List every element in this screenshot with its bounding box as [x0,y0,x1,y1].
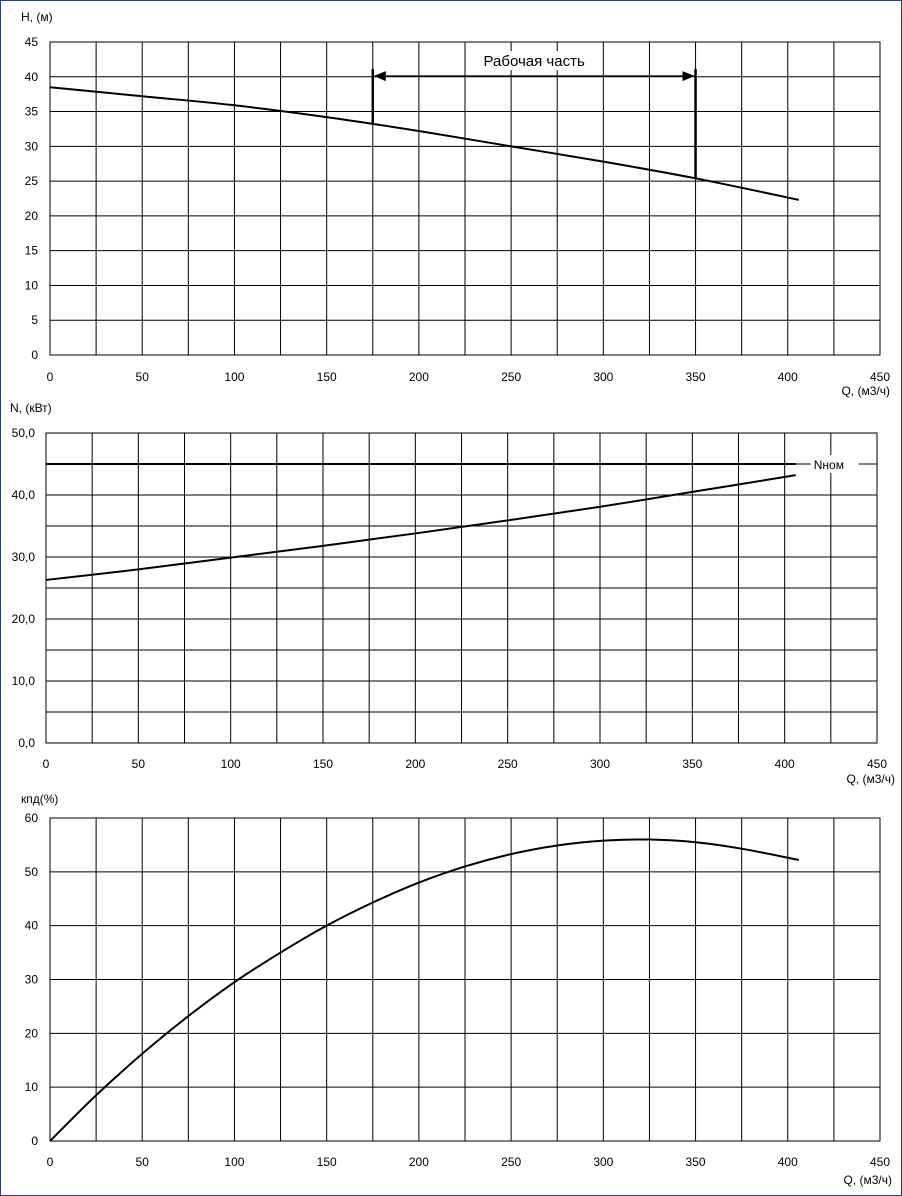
y-tick-label: 30,0 [12,550,36,564]
x-axis-label: Q, (м3/ч) [841,384,890,398]
y-tick-label: 30 [25,139,39,153]
x-tick-label: 450 [867,757,887,771]
x-axis-label: Q, (м3/ч) [846,772,895,786]
y-tick-label: 30 [25,973,39,987]
y-axis-label: кпд(%) [21,792,58,806]
x-tick-label: 150 [313,757,333,771]
y-tick-label: 0 [31,1134,38,1148]
x-axis-label: Q, (м3/ч) [843,1173,892,1187]
x-tick-label: 200 [409,1155,429,1169]
y-tick-label: 10 [25,1080,39,1094]
y-tick-label: 40 [25,919,39,933]
y-tick-label: 5 [31,313,38,327]
x-tick-label: 350 [686,1155,706,1169]
y-tick-label: 40 [25,70,39,84]
x-tick-label: 350 [682,757,702,771]
y-tick-label: 10 [25,278,39,292]
x-tick-label: 250 [501,1155,521,1169]
y-tick-label: 0,0 [18,736,35,750]
y-tick-label: 20,0 [12,612,36,626]
y-axis-label: H, (м) [21,10,53,24]
x-tick-label: 450 [870,370,890,384]
y-tick-label: 10,0 [12,674,36,688]
x-tick-label: 100 [221,757,241,771]
plot-frame [49,817,881,1142]
y-tick-label: 15 [25,244,39,258]
plot-frame [45,432,878,744]
x-tick-label: 100 [224,1155,244,1169]
x-tick-label: 100 [224,370,244,384]
y-tick-label: 40,0 [12,488,36,502]
y-tick-label: 45 [25,35,39,49]
y-tick-label: 60 [25,811,39,825]
x-tick-label: 350 [686,370,706,384]
x-tick-label: 400 [778,370,798,384]
x-tick-label: 400 [778,1155,798,1169]
x-tick-label: 0 [43,757,50,771]
x-tick-label: 0 [47,1155,54,1169]
x-tick-label: 300 [593,370,613,384]
x-tick-label: 300 [593,1155,613,1169]
x-tick-label: 50 [136,370,150,384]
x-tick-label: 0 [47,370,54,384]
y-tick-label: 20 [25,1026,39,1040]
y-tick-label: 25 [25,174,39,188]
x-tick-label: 450 [870,1155,890,1169]
series-line [49,86,800,201]
y-tick-label: 50,0 [12,426,36,440]
series-line [49,838,800,1142]
x-tick-label: 200 [409,370,429,384]
working-range-label-bg [474,51,595,71]
x-tick-label: 150 [317,1155,337,1169]
y-axis-label: N, (кВт) [10,401,52,415]
series-label-nnom: Nном [814,458,844,472]
y-tick-label: 0 [31,348,38,362]
y-tick-label: 20 [25,209,39,223]
plot-frame [49,41,881,356]
x-tick-label: 50 [136,1155,150,1169]
x-tick-label: 150 [317,370,337,384]
x-tick-label: 50 [132,757,146,771]
working-range-label: Рабочая часть [484,53,585,70]
series-label-bg [810,455,859,473]
x-tick-label: 250 [498,757,518,771]
x-tick-label: 200 [405,757,425,771]
x-tick-label: 400 [775,757,795,771]
y-tick-label: 50 [25,865,39,879]
x-tick-label: 300 [590,757,610,771]
x-tick-label: 250 [501,370,521,384]
y-tick-label: 35 [25,105,39,119]
series-line [45,474,796,581]
